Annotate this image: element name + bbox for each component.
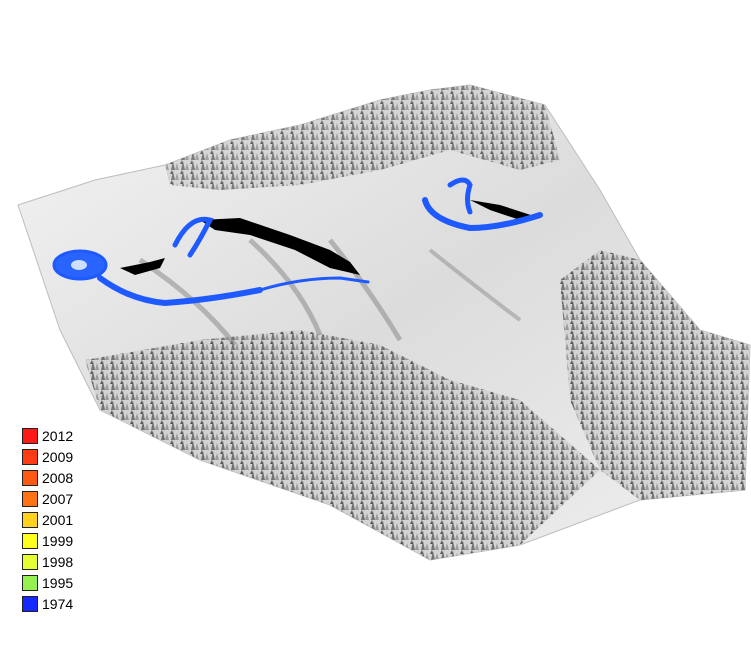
- outline-1974-east: [422, 177, 543, 232]
- legend-label: 2001: [42, 511, 74, 528]
- outline-1974-west: [52, 216, 370, 307]
- legend-swatch: [22, 448, 38, 465]
- legend-item: 2001: [22, 509, 112, 530]
- legend-item: 2009: [22, 446, 112, 467]
- legend-swatch: [22, 574, 38, 591]
- forest-region-east: [560, 250, 750, 500]
- legend-swatch: [22, 469, 38, 486]
- forest-region-south: [85, 330, 600, 560]
- legend-label: 2009: [42, 448, 74, 465]
- ridge-shadow: [248, 238, 323, 336]
- legend-item: 1998: [22, 551, 112, 572]
- legend-label: 1995: [42, 574, 74, 591]
- legend-swatch: [22, 427, 38, 444]
- legend-label: 2007: [42, 490, 74, 507]
- legend-item: 1995: [22, 572, 112, 593]
- legend-label: 2012: [42, 427, 74, 444]
- legend-item: 2008: [22, 467, 112, 488]
- legend-swatch: [22, 553, 38, 570]
- legend-label: 2008: [42, 469, 74, 486]
- legend-item: 2012: [22, 425, 112, 446]
- legend-swatch: [22, 511, 38, 528]
- dark-band: [120, 258, 165, 275]
- legend-item: 2007: [22, 488, 112, 509]
- forest-region-north: [165, 85, 560, 190]
- legend-label: 1998: [42, 553, 74, 570]
- ridge-shadow: [428, 248, 522, 322]
- legend-item: 1974: [22, 593, 112, 614]
- legend-swatch: [22, 595, 38, 612]
- legend-swatch: [22, 490, 38, 507]
- dark-band: [470, 200, 540, 220]
- legend-swatch: [22, 532, 38, 549]
- legend: 2012 2009 2008 2007 2001 1999 1998 1995 …: [22, 425, 112, 614]
- dark-band: [200, 218, 360, 275]
- legend-label: 1999: [42, 532, 74, 549]
- legend-label: 1974: [42, 595, 74, 612]
- legend-item: 1999: [22, 530, 112, 551]
- ridge-shadow: [328, 238, 403, 342]
